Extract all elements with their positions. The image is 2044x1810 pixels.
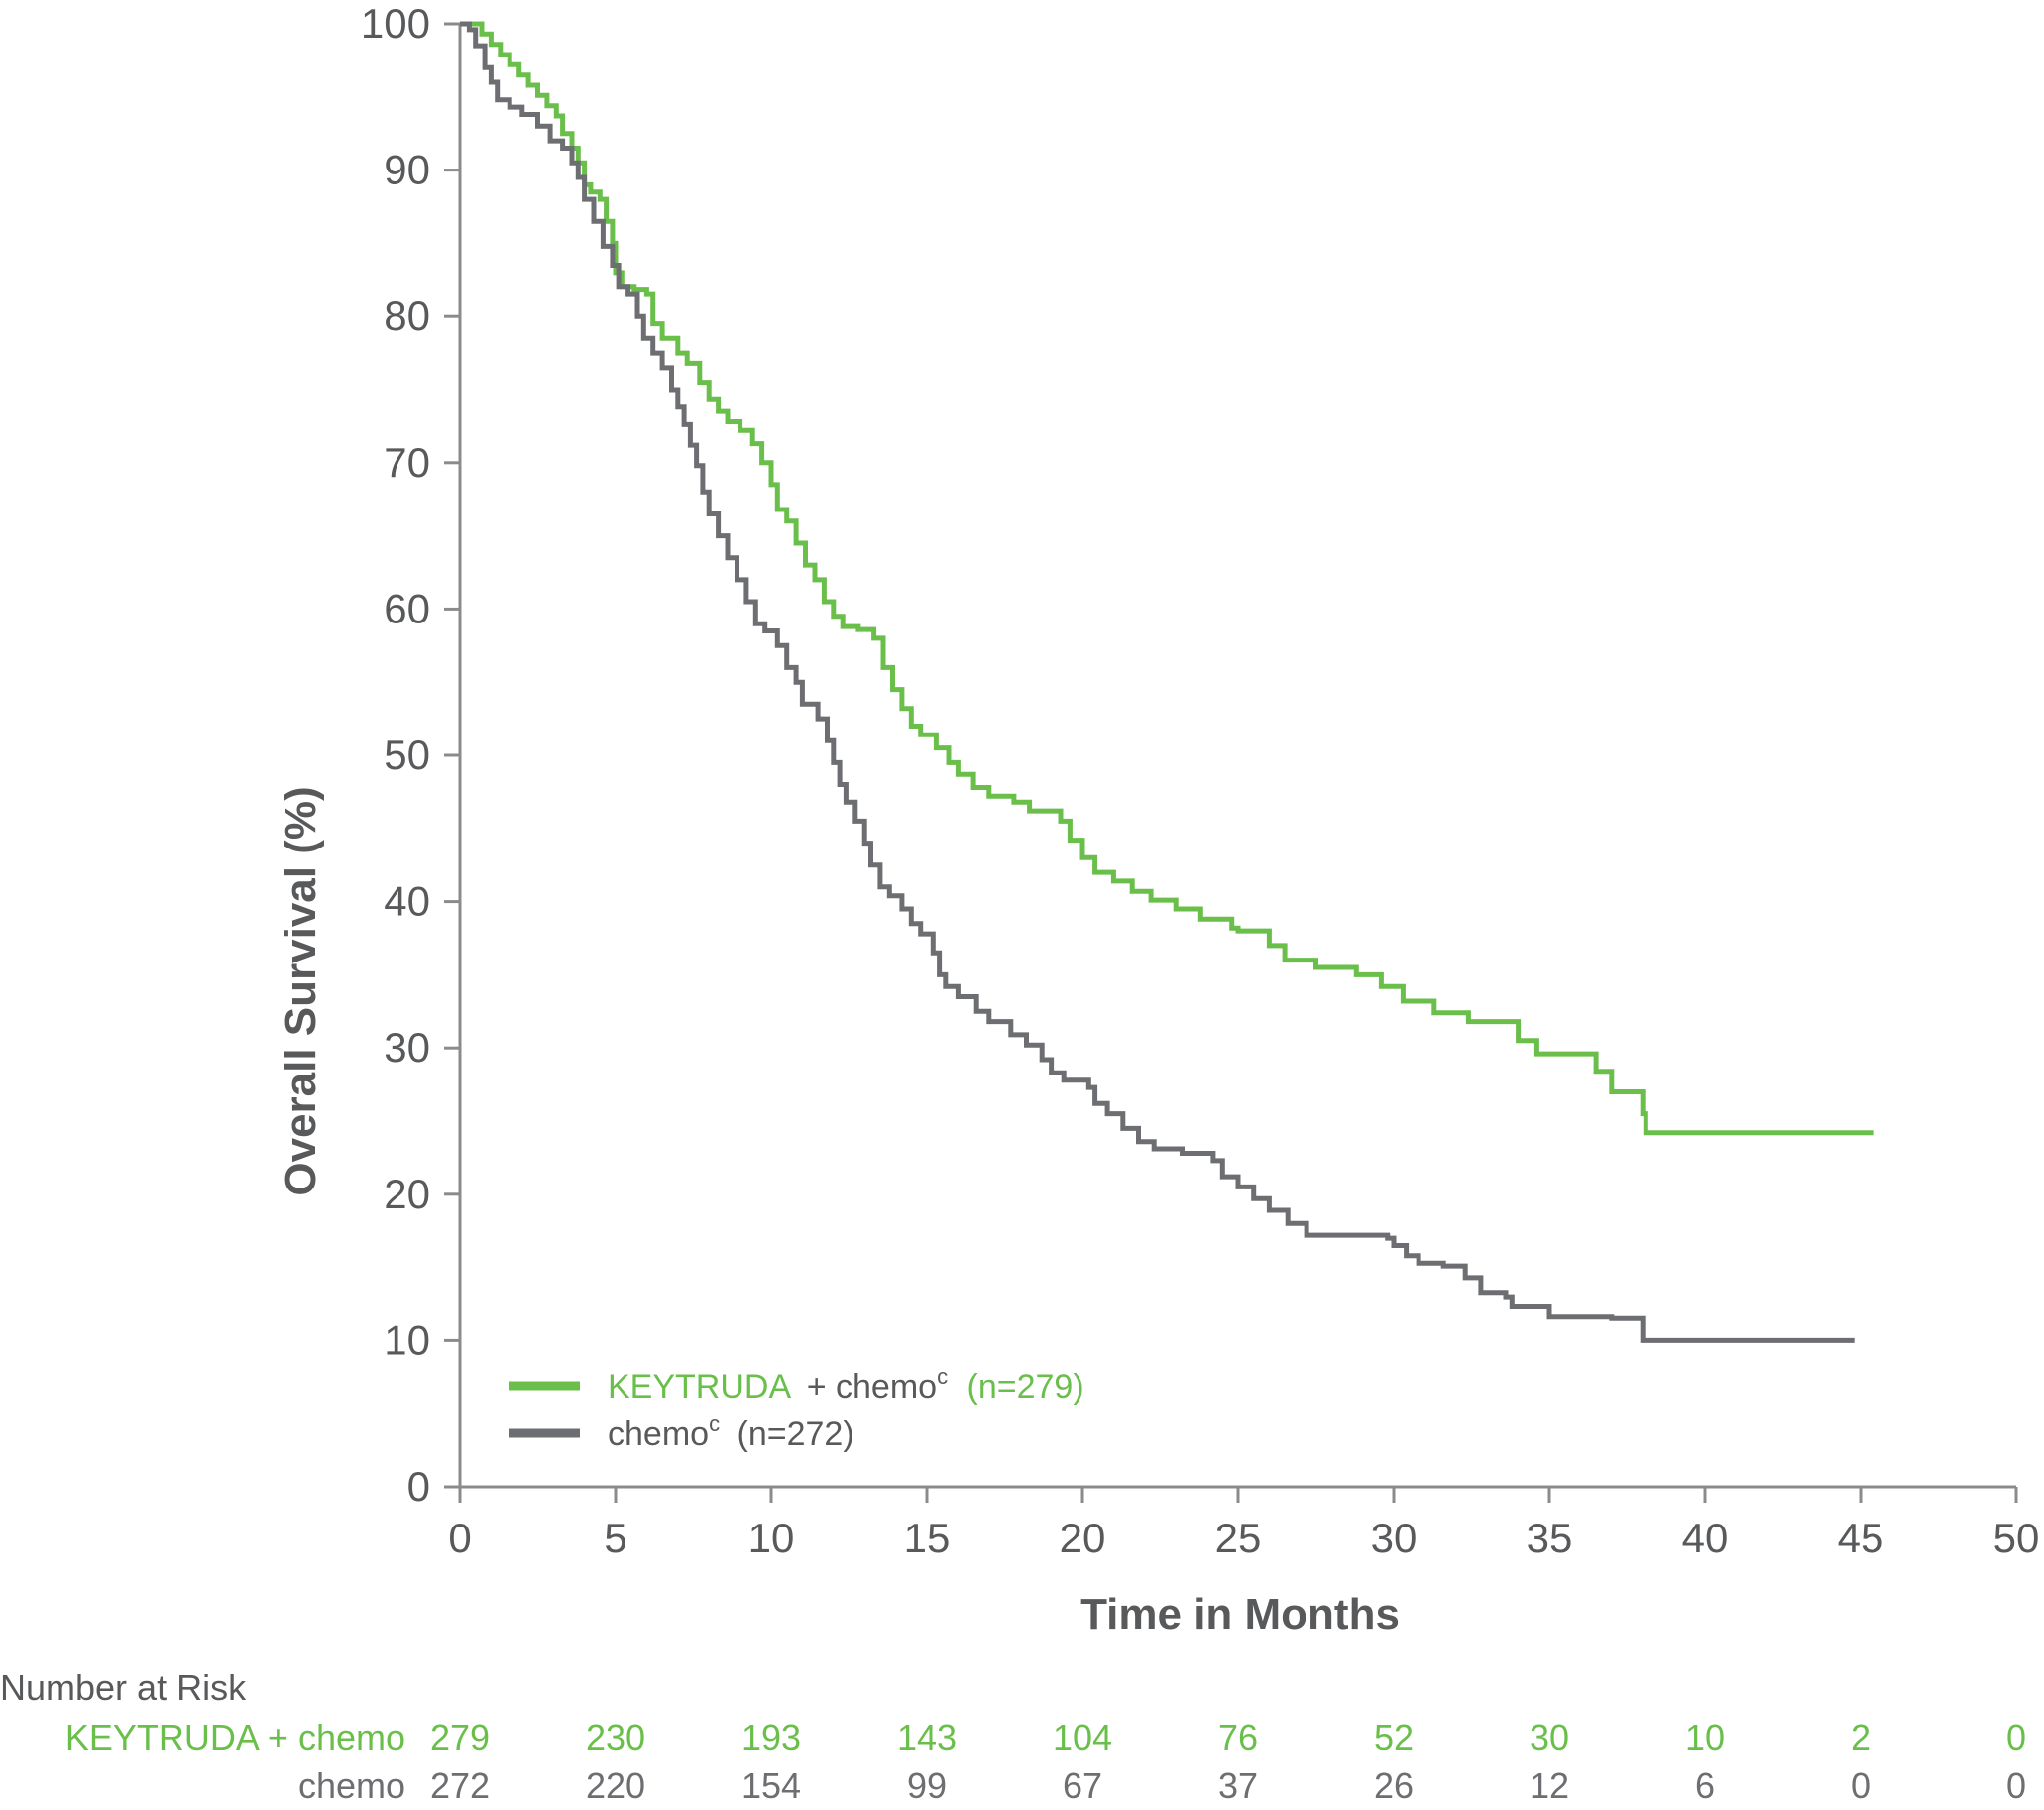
risk-value: 220 — [586, 1765, 645, 1806]
y-tick-label: 10 — [384, 1316, 430, 1363]
risk-value: 193 — [741, 1717, 801, 1757]
risk-value: 26 — [1374, 1765, 1414, 1806]
y-tick-label: 50 — [384, 732, 430, 778]
legend-label-keytruda: KEYTRUDA + chemoc (n=279) — [608, 1354, 1084, 1406]
x-axis-title: Time in Months — [1080, 1590, 1400, 1639]
axes: 0 5 10 15 20 25 30 35 40 45 50 0 10 20 30 40 50 60 70 80 90 1… — [361, 0, 2039, 1561]
risk-value: 272 — [430, 1765, 490, 1806]
risk-row-label-chemo: chemo — [298, 1765, 405, 1806]
chemo-survival-curve — [460, 21, 1855, 1343]
y-axis-title: Overall Survival (%) — [277, 786, 325, 1195]
risk-value: 104 — [1053, 1717, 1112, 1757]
legend-keytruda-plus: + chemo — [807, 1368, 937, 1406]
x-tick-label: 40 — [1682, 1515, 1729, 1561]
y-tick-label: 0 — [407, 1463, 430, 1510]
y-tick-label: 70 — [384, 439, 430, 486]
keytruda-survival-curve — [460, 21, 1874, 1136]
risk-value: 0 — [2006, 1717, 2026, 1757]
y-tick-label: 100 — [361, 0, 430, 47]
y-tick-label: 20 — [384, 1171, 430, 1217]
x-tick-label: 45 — [1838, 1515, 1884, 1561]
legend-chemo-name: chemo — [608, 1415, 709, 1453]
y-tick-label: 90 — [384, 147, 430, 193]
risk-value: 0 — [1851, 1765, 1871, 1806]
survival-curves — [460, 21, 1874, 1343]
y-tick-label: 80 — [384, 292, 430, 339]
risk-value: 143 — [897, 1717, 957, 1757]
y-tick-label: 60 — [384, 585, 430, 631]
risk-row-label-keytruda: KEYTRUDA + chemo — [65, 1717, 405, 1757]
legend: KEYTRUDA + chemoc (n=279) chemoc (n=272) — [509, 1354, 1084, 1453]
x-tick-label: 5 — [604, 1515, 626, 1561]
x-tick-label: 10 — [748, 1515, 795, 1561]
risk-value: 67 — [1063, 1765, 1102, 1806]
risk-value: 154 — [741, 1765, 801, 1806]
risk-value: 30 — [1530, 1717, 1569, 1757]
risk-value: 6 — [1695, 1765, 1715, 1806]
risk-value: 0 — [2006, 1765, 2026, 1806]
x-tick-label: 35 — [1527, 1515, 1573, 1561]
legend-chemo-sup: c — [709, 1412, 720, 1436]
x-tick-label: 0 — [448, 1515, 471, 1561]
x-tick-label: 30 — [1371, 1515, 1418, 1561]
legend-chemo-n: (n=272) — [738, 1415, 854, 1453]
risk-value: 99 — [907, 1765, 947, 1806]
y-tick-label: 30 — [384, 1024, 430, 1071]
legend-keytruda-n: (n=279) — [967, 1368, 1084, 1406]
risk-value: 52 — [1374, 1717, 1414, 1757]
x-tick-label: 50 — [1993, 1515, 2040, 1561]
x-tick-label: 25 — [1215, 1515, 1262, 1561]
y-tick-label: 40 — [384, 878, 430, 925]
legend-keytruda-name: KEYTRUDA — [608, 1368, 791, 1406]
legend-keytruda-sup: c — [937, 1364, 948, 1389]
risk-value: 12 — [1530, 1765, 1569, 1806]
risk-value: 37 — [1218, 1765, 1258, 1806]
risk-table: Number at Risk KEYTRUDA + chemo chemo 27… — [0, 1667, 2026, 1806]
risk-value: 2 — [1851, 1717, 1871, 1757]
risk-value: 76 — [1218, 1717, 1258, 1757]
legend-label-chemo: chemoc (n=272) — [608, 1402, 854, 1453]
x-tick-label: 15 — [904, 1515, 951, 1561]
risk-value: 10 — [1685, 1717, 1725, 1757]
risk-table-title: Number at Risk — [0, 1667, 247, 1708]
x-tick-label: 20 — [1060, 1515, 1106, 1561]
risk-value: 230 — [586, 1717, 645, 1757]
risk-value: 279 — [430, 1717, 490, 1757]
